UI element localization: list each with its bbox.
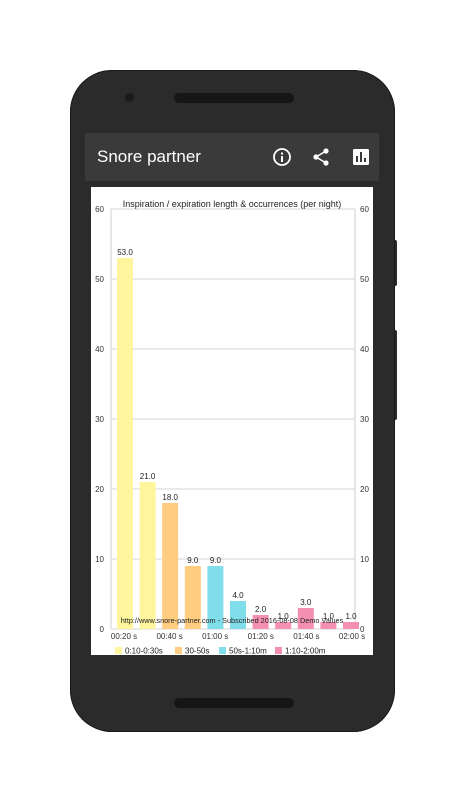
y-tick-label-right: 50: [360, 275, 369, 284]
x-tick-label: 01:20 s: [248, 632, 274, 641]
y-tick-label-right: 10: [360, 555, 369, 564]
legend-swatch: [175, 647, 182, 654]
bar-value-label: 3.0: [300, 598, 312, 607]
bar-value-label: 1.0: [278, 612, 290, 621]
bar-value-label: 2.0: [255, 605, 267, 614]
legend-label: 30-50s: [185, 647, 209, 656]
legend-swatch: [275, 647, 282, 654]
bottom-speaker: [174, 698, 294, 708]
bar-value-label: 18.0: [162, 493, 178, 502]
top-speaker: [174, 93, 294, 103]
bar-value-label: 4.0: [232, 591, 244, 600]
bar-value-label: 53.0: [117, 248, 133, 257]
bar-value-label: 1.0: [323, 612, 335, 621]
y-tick-label-right: 0: [360, 625, 365, 634]
chart-footer: http://www.snore-partner.com - Subscribe…: [121, 616, 344, 625]
info-icon[interactable]: [268, 143, 296, 171]
bar[interactable]: [184, 566, 201, 629]
bar-value-label: 9.0: [187, 556, 199, 565]
bar-value-label: 1.0: [345, 612, 357, 621]
screen: Snore partner 0 0 10 10 20 20 30 30 40 40 50 50 60 60…: [85, 133, 379, 661]
y-tick-label-left: 20: [95, 485, 104, 494]
y-tick-label-right: 30: [360, 415, 369, 424]
bar[interactable]: [252, 615, 269, 629]
legend-label: 1:10-2:00m: [285, 647, 326, 656]
legend-swatch: [115, 647, 122, 654]
chart-title: Inspiration / expiration length & occurr…: [123, 199, 342, 209]
y-tick-label-right: 60: [360, 205, 369, 214]
y-tick-label-right: 20: [360, 485, 369, 494]
y-tick-label-left: 40: [95, 345, 104, 354]
power-button: [393, 330, 397, 420]
volume-button: [393, 240, 397, 286]
bar-chart: 0 0 10 10 20 20 30 30 40 40 50 50 60 60 53.0 21.0 18.0 9.…: [95, 199, 369, 656]
y-tick-label-left: 60: [95, 205, 104, 214]
legend-label: 50s-1:10m: [229, 647, 267, 656]
bar[interactable]: [297, 608, 314, 629]
bar[interactable]: [320, 622, 337, 629]
y-tick-label-left: 30: [95, 415, 104, 424]
share-icon[interactable]: [307, 143, 335, 171]
bar[interactable]: [230, 601, 246, 629]
bar[interactable]: [117, 258, 133, 629]
legend-label: 0:10-0:30s: [125, 647, 163, 656]
bar[interactable]: [343, 622, 359, 629]
y-tick-label-right: 40: [360, 345, 369, 354]
bar[interactable]: [275, 622, 292, 629]
x-tick-label: 01:40 s: [293, 632, 319, 641]
bar-value-label: 9.0: [210, 556, 222, 565]
content-area: 0 0 10 10 20 20 30 30 40 40 50 50 60 60 53.0 21.0 18.0 9.…: [85, 181, 379, 661]
y-tick-label-left: 10: [95, 555, 104, 564]
bar[interactable]: [207, 566, 224, 629]
camera: [125, 93, 134, 102]
y-tick-label-left: 50: [95, 275, 104, 284]
chart-icon[interactable]: [347, 143, 375, 171]
bar-value-label: 21.0: [140, 472, 156, 481]
x-tick-label: 01:00 s: [202, 632, 228, 641]
app-title: Snore partner: [97, 147, 201, 166]
y-tick-label-left: 0: [100, 625, 105, 634]
x-tick-label: 00:40 s: [156, 632, 182, 641]
x-tick-label: 02:00 s: [339, 632, 365, 641]
bar[interactable]: [139, 482, 156, 629]
bar[interactable]: [162, 503, 179, 629]
x-tick-label: 00:20 s: [111, 632, 137, 641]
app-bar: Snore partner: [85, 133, 379, 181]
chart-panel: 0 0 10 10 20 20 30 30 40 40 50 50 60 60 53.0 21.0 18.0 9.…: [91, 187, 373, 656]
legend-swatch: [219, 647, 226, 654]
